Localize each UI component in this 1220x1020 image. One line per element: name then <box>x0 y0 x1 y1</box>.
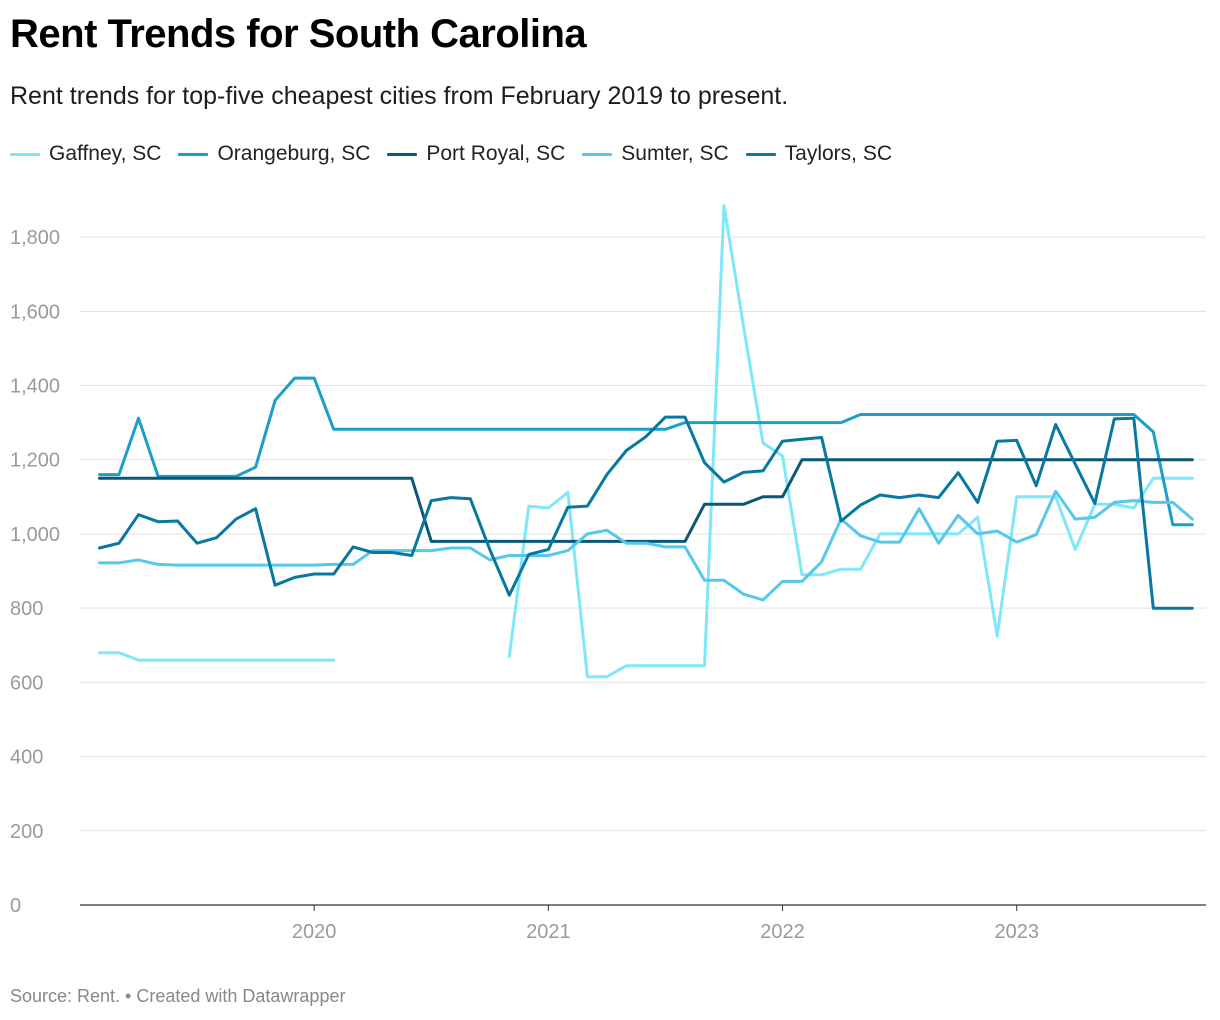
x-tick-label: 2022 <box>760 921 805 943</box>
chart-title: Rent Trends for South Carolina <box>10 12 587 56</box>
legend-label-gaffney: Gaffney, SC <box>49 142 162 165</box>
y-tick-label: 600 <box>10 672 43 694</box>
line-chart: 0 200 400 600 800 1,000 1,200 1,400 1,600 1,800 2… <box>10 204 1206 943</box>
series-line-port-royal-sc <box>98 458 1194 543</box>
y-tick-label: 1,800 <box>10 227 60 249</box>
y-axis-ticks: 0 200 400 600 800 1,000 1,200 1,400 1,600 1,800 <box>10 227 60 917</box>
legend-swatch-gaffney <box>10 152 40 156</box>
legend-swatch-sumter <box>582 152 613 156</box>
x-tick-label: 2023 <box>994 921 1039 943</box>
x-tick-label: 2021 <box>526 921 571 943</box>
y-tick-label: 800 <box>10 598 43 620</box>
legend-item-gaffney: Gaffney, SC <box>10 142 161 166</box>
source-footer: Source: Rent. • Created with Datawrapper <box>10 986 346 1006</box>
chart-subtitle: Rent trends for top-five cheapest cities… <box>10 82 789 110</box>
legend-label-sumter: Sumter, SC <box>621 142 729 165</box>
legend-label-taylors: Taylors, SC <box>784 142 892 165</box>
legend-swatch-port-royal <box>387 152 418 156</box>
series-line-sumter-sc <box>98 489 1194 602</box>
legend-item-port-royal: Port Royal, SC <box>387 142 565 166</box>
legend-item-sumter: Sumter, SC <box>582 142 729 166</box>
y-tick-label: 0 <box>10 895 21 917</box>
legend-swatch-taylors <box>745 152 776 156</box>
series-line-gaffney-sc <box>98 204 1194 679</box>
x-axis-ticks: 2020 2021 2022 2023 <box>292 905 1039 943</box>
legend-item-taylors: Taylors, SC <box>745 142 892 166</box>
gridlines <box>80 236 1206 906</box>
y-tick-label: 1,400 <box>10 376 60 398</box>
x-tick-label: 2020 <box>292 921 337 943</box>
y-tick-label: 1,000 <box>10 524 60 546</box>
legend-swatch-orangeburg <box>178 152 209 156</box>
series-lines <box>98 204 1194 679</box>
legend-label-port-royal: Port Royal, SC <box>426 142 566 165</box>
legend-item-orangeburg: Orangeburg, SC <box>178 142 370 166</box>
series-line-taylors-sc <box>98 415 1194 610</box>
legend-label-orangeburg: Orangeburg, SC <box>217 142 371 165</box>
y-tick-label: 400 <box>10 747 43 769</box>
legend: Gaffney, SC Orangeburg, SC Port Royal, S… <box>10 142 909 166</box>
y-tick-label: 1,200 <box>10 450 60 472</box>
series-line-orangeburg-sc <box>98 376 1194 527</box>
y-tick-label: 200 <box>10 821 43 843</box>
y-tick-label: 1,600 <box>10 301 60 323</box>
